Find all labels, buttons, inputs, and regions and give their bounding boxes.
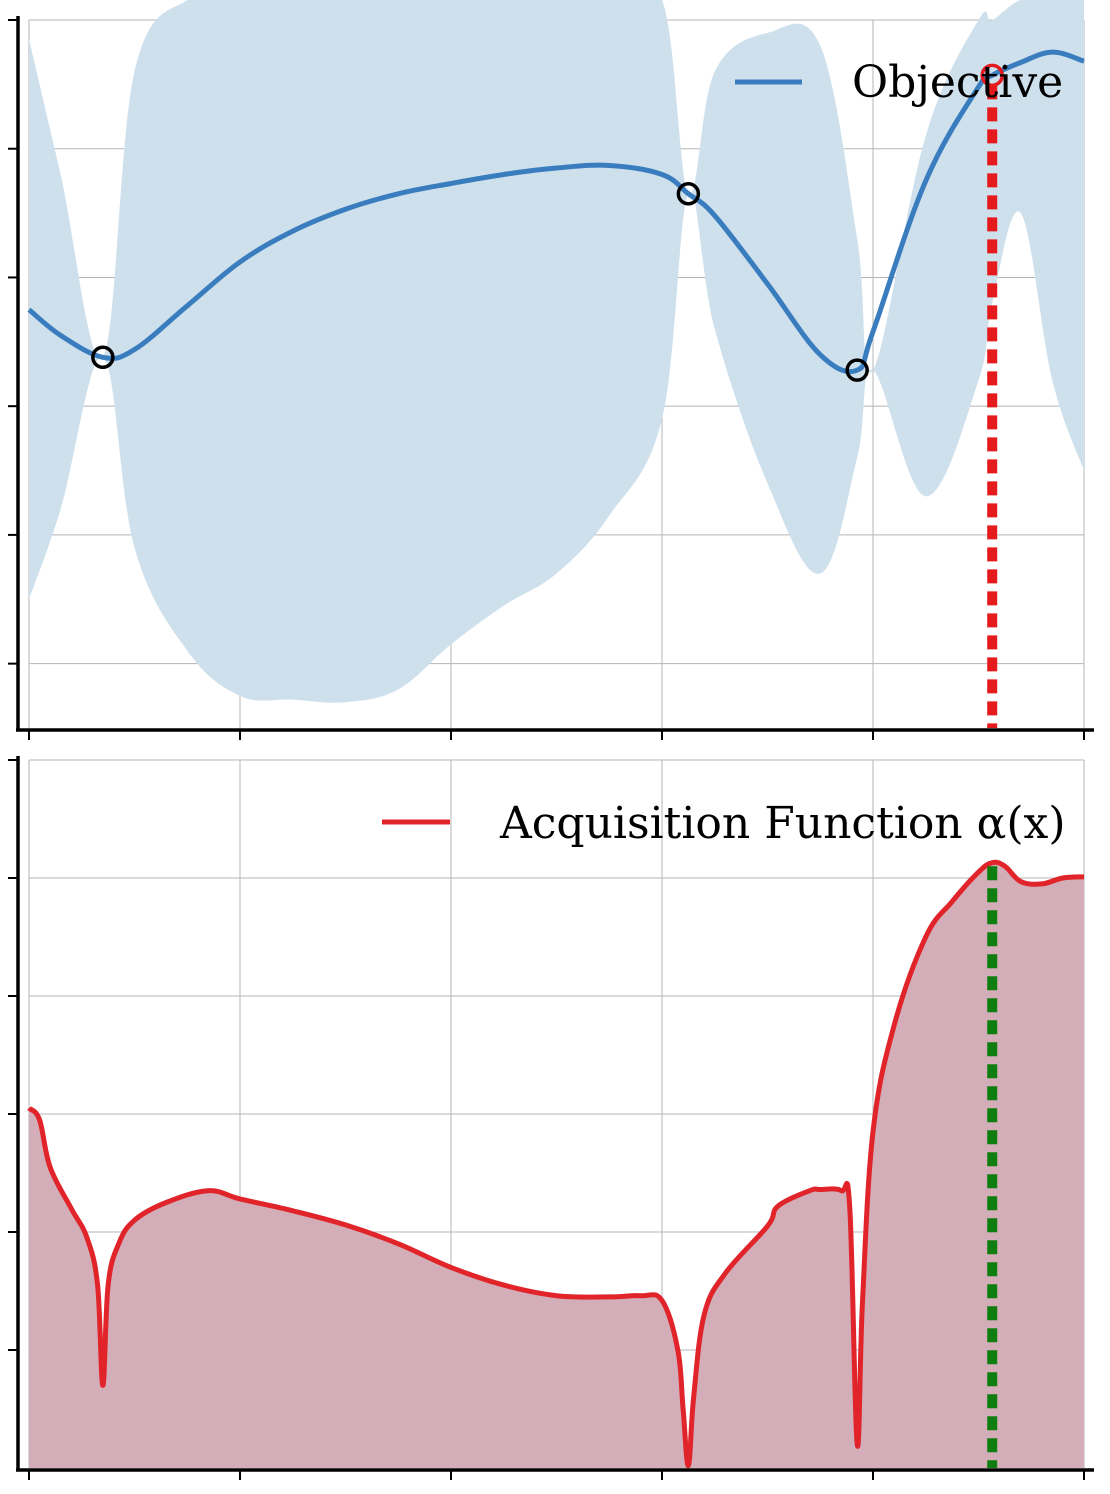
observed-points [91, 182, 869, 382]
observed-point-marker [676, 182, 701, 206]
observed-point-marker [91, 345, 115, 370]
acquisition-function-line [27, 859, 1085, 1469]
acquisition-legend-label: Acquisition Function α(x) [499, 798, 1066, 849]
proposed-point-marker [980, 63, 1004, 88]
uncertainty-band [29, 0, 1084, 703]
objective-mean-line [27, 49, 1085, 375]
objective-axes [8, 16, 1094, 740]
acquisition-legend: Acquisition Function α(x) [382, 798, 1066, 849]
acquisition-panel: Acquisition Function α(x) [8, 756, 1094, 1480]
objective-panel: Objective [8, 0, 1094, 740]
acquisition-axes [8, 756, 1094, 1480]
objective-legend-label: Objective [852, 57, 1063, 108]
objective-legend: Objective [735, 57, 1063, 108]
observed-point-marker [845, 358, 869, 382]
acquisition-area-fill [29, 862, 1084, 1468]
